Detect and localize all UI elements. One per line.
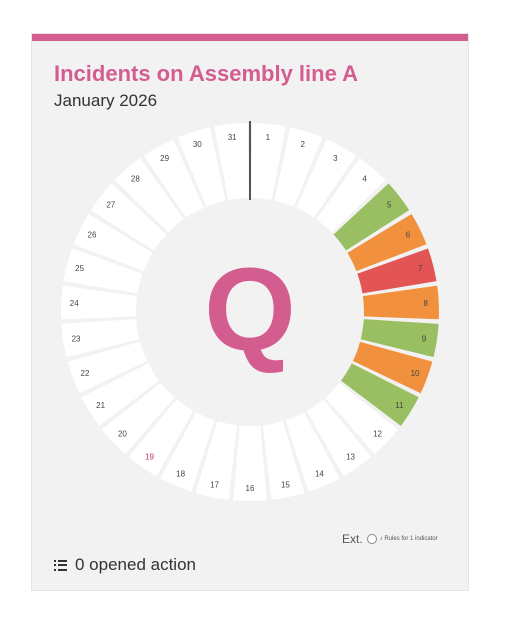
opened-actions-label: 0 opened action [75,555,196,574]
day-label: 7 [418,264,423,273]
day-segment[interactable] [128,399,194,477]
card-title: Incidents on Assembly line A [54,61,358,86]
day-label: 27 [106,200,115,209]
opened-actions[interactable]: 0 opened action [54,555,196,575]
day-segment[interactable] [214,123,249,201]
incident-card: Incidents on Assembly line A January 202… [31,33,469,591]
day-label: 15 [281,480,290,489]
day-segment[interactable] [233,425,267,501]
day-label: 3 [333,154,338,163]
day-label: 29 [160,154,169,163]
day-segment[interactable] [81,363,160,426]
day-segment[interactable] [67,341,148,394]
day-segment[interactable] [61,285,138,320]
day-label: 8 [424,299,429,308]
day-segment[interactable] [316,158,386,233]
legend-rules-text: Rules for 1 indicator [384,536,438,542]
day-label: 9 [422,335,427,344]
day-label: 28 [131,174,140,183]
day-segment[interactable] [101,382,175,454]
day-label: 17 [210,480,219,489]
day-label: 13 [346,452,355,461]
day-label: 10 [411,369,420,378]
day-label: 20 [118,429,127,438]
day-label: 4 [362,174,367,183]
day-label: 26 [88,230,97,239]
day-segment[interactable] [90,183,167,251]
legend: Ext. ♪ Rules for 1 indicator [342,532,438,546]
day-segment[interactable] [306,399,372,477]
day-label: 24 [70,299,79,308]
day-label: 23 [72,335,81,344]
day-segment[interactable] [73,213,153,272]
day-segment[interactable] [274,127,323,207]
day-label: 31 [228,133,237,142]
day-segment[interactable] [160,412,215,492]
day-label: 11 [395,401,404,410]
day-label: 12 [373,429,382,438]
day-segment[interactable] [352,341,433,394]
day-label: 25 [75,264,84,273]
day-segment[interactable] [333,183,410,251]
day-label: 21 [96,401,105,410]
day-segment[interactable] [195,421,238,500]
day-label: 2 [300,140,305,149]
legend-ext-label: Ext. [342,532,363,546]
day-segment[interactable] [61,319,140,358]
day-segment[interactable] [177,127,226,207]
day-segment[interactable] [296,139,357,218]
day-label: 30 [193,140,202,149]
day-segment[interactable] [347,213,427,272]
circle-indicator-icon[interactable] [366,534,377,544]
day-segment[interactable] [357,248,437,294]
day-segment[interactable] [285,412,340,492]
day-label: 19 [145,452,154,461]
day-label: 18 [176,470,185,479]
card-accent-bar [32,34,468,41]
day-label: 14 [315,470,324,479]
day-label: 16 [246,484,255,493]
center-letter: Q [204,244,296,376]
list-icon [54,559,67,571]
day-segment[interactable] [251,123,286,201]
ring-center [137,199,363,425]
legend-rules-label[interactable]: ♪ Rules for 1 indicator [379,536,438,542]
day-segment[interactable] [114,158,184,233]
day-segment[interactable] [63,248,143,294]
day-label: 5 [387,200,392,209]
day-segment[interactable] [143,139,204,218]
calendar-ring: 1234567891011121314151617181920212223242… [61,121,439,501]
card-subtitle: January 2026 [54,91,158,110]
day-segment[interactable] [325,382,399,454]
day-label: 22 [81,369,90,378]
day-segment[interactable] [360,319,439,358]
day-segment[interactable] [340,363,419,426]
day-label: 1 [266,133,271,142]
day-segment[interactable] [262,421,305,500]
ring-segments [61,123,439,501]
day-label: 6 [406,230,411,239]
day-segment[interactable] [362,285,439,320]
